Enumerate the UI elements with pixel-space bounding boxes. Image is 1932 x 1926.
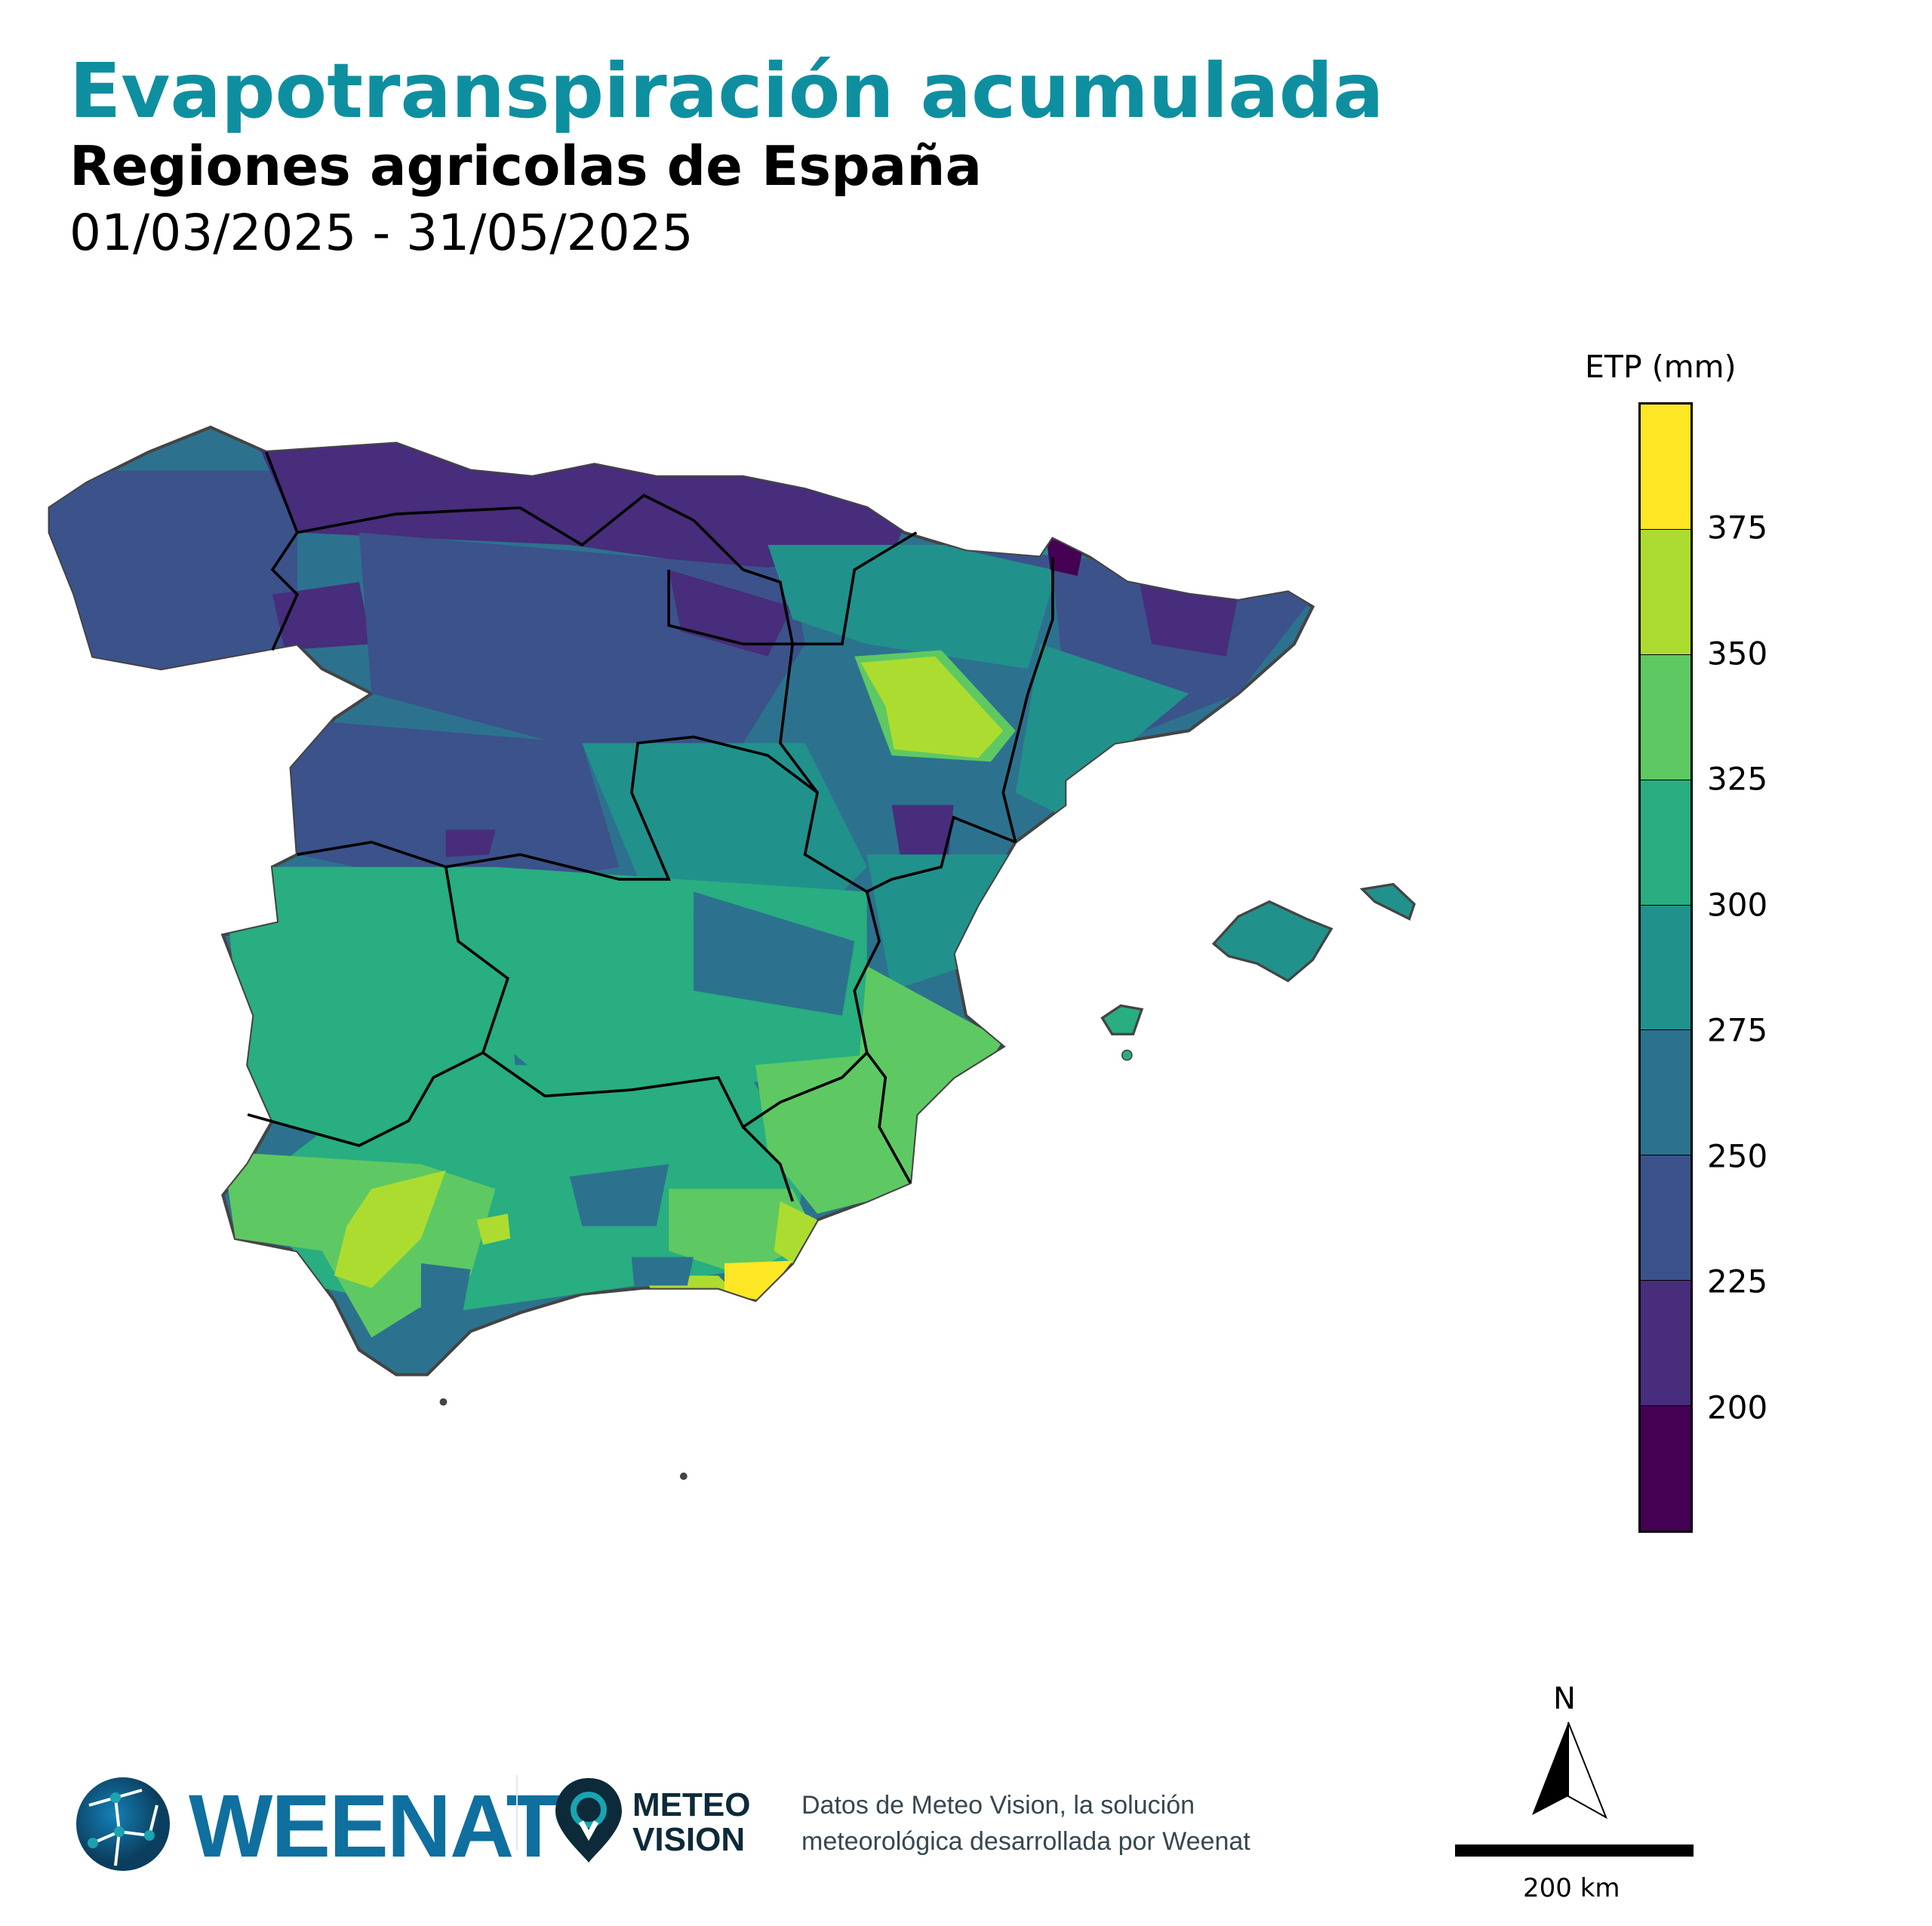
vision-logo-text: VISION: [632, 1821, 746, 1858]
colorbar-tick-label: 250: [1707, 1137, 1768, 1175]
colorbar-tick-label: 350: [1707, 635, 1768, 672]
etp-zone: [272, 582, 372, 651]
colorbar-tick-label: 275: [1707, 1011, 1768, 1049]
colorbar-bin: [1641, 405, 1690, 530]
colorbar-bin: [1641, 654, 1690, 780]
etp-zone: [420, 1263, 471, 1338]
data-credit: Datos de Meteo Vision, la solución meteo…: [801, 1787, 1251, 1860]
region-border: [297, 494, 744, 571]
scale-bar: [1455, 1844, 1694, 1857]
islet: [679, 1472, 688, 1480]
etp-zone: [569, 1164, 669, 1226]
north-arrow-icon: [1532, 1721, 1607, 1820]
islet: [439, 1398, 448, 1406]
etp-zone: [1139, 582, 1238, 657]
etp-zone: [860, 656, 1004, 758]
etp-zone: [755, 1052, 917, 1214]
region-border: [792, 531, 918, 646]
weenat-globe-icon: [76, 1777, 170, 1871]
map-subtitle: Regiones agricolas de España: [69, 134, 983, 198]
colorbar-tick-label: 300: [1707, 886, 1768, 924]
colorbar-tick-label: 225: [1707, 1263, 1768, 1300]
etp-zone: [724, 1260, 793, 1301]
region-border: [1001, 557, 1054, 843]
weenat-logo: WEENAT: [189, 1777, 561, 1876]
etp-zone: [334, 1170, 446, 1288]
colorbar-tick-label: 375: [1707, 509, 1768, 546]
region-border: [297, 735, 819, 881]
meteo-vision-pin-icon: [555, 1778, 622, 1863]
north-label: N: [1553, 1681, 1576, 1716]
footer-divider: [516, 1775, 518, 1851]
map-title: Evapotranspiración acumulada: [69, 47, 1384, 135]
credit-line-2: meteorológica desarrollada por Weenat: [801, 1827, 1251, 1856]
colorbar-bin: [1641, 905, 1690, 1031]
date-range: 01/03/2025 - 31/05/2025: [69, 204, 694, 262]
ibiza: [1100, 1004, 1144, 1035]
region-border: [866, 815, 1017, 894]
scale-label: 200 km: [1523, 1873, 1620, 1903]
etp-zone: [285, 718, 620, 892]
credit-line-1: Datos de Meteo Vision, la solución: [801, 1791, 1195, 1820]
etp-zone: [631, 1257, 694, 1286]
etp-zone: [1015, 644, 1189, 818]
region-border: [667, 568, 795, 646]
mallorca: [1211, 900, 1334, 983]
region-border: [247, 1051, 484, 1147]
etp-zone: [669, 569, 793, 657]
etp-zone: [774, 1201, 818, 1263]
meteo-logo-text: METEO: [632, 1786, 751, 1823]
region-border: [742, 1126, 794, 1202]
colorbar-tick-label: 325: [1707, 760, 1768, 798]
etp-zone: [49, 470, 297, 669]
etp-zone: [476, 1214, 511, 1245]
etp-zone: [248, 427, 917, 570]
etp-zone: [768, 545, 1066, 669]
colorbar: [1638, 402, 1693, 1533]
region-border: [866, 1051, 912, 1184]
colorbar-bin: [1641, 1155, 1690, 1281]
colorbar-bin: [1641, 529, 1690, 655]
colorbar-bin: [1641, 780, 1690, 906]
colorbar-bin: [1641, 1030, 1690, 1156]
colorbar-bin: [1641, 1281, 1690, 1407]
region-border: [444, 866, 881, 1129]
colorbar-tick-label: 200: [1707, 1389, 1768, 1426]
menorca: [1359, 882, 1416, 921]
etp-zone: [445, 829, 496, 857]
colorbar-bin: [1641, 1406, 1690, 1531]
etp-zone: [866, 854, 1016, 991]
legend-title: ETP (mm): [1585, 349, 1737, 385]
etp-zone: [693, 891, 855, 1016]
region-border: [265, 451, 299, 651]
islet: [1121, 1049, 1133, 1061]
